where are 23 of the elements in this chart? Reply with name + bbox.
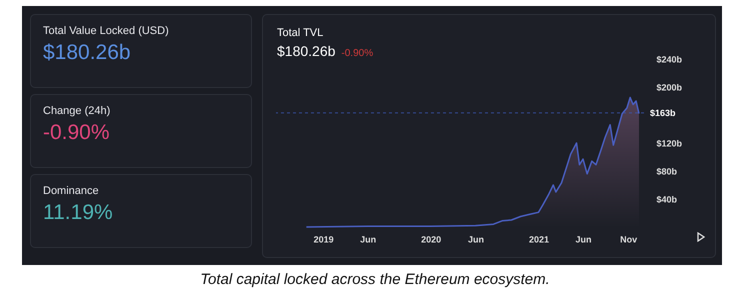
text: $180.26b [43,41,132,65]
x-tick-label: Nov [620,234,638,244]
y-tick-label: $200b [656,82,683,92]
y-tick-label: $240b [656,54,683,64]
text: Total capital locked across the Ethereum ecosystem. [199,271,551,288]
text: -0.90% [43,121,111,145]
chart-title: Total TVL [277,27,324,39]
text: Total Value Locked (USD) [43,25,170,37]
text: -0.90% [341,48,374,59]
chart-subtitle: $180.26b [277,43,336,59]
x-tick-label: Jun [468,234,484,244]
text: 11.19% [43,201,114,225]
y-tick-label: $80b [656,166,678,176]
y-tick-label: $40b [656,194,678,204]
text: Dominance [43,185,100,197]
text: Change (24h) [43,105,112,117]
ref-line-label: $163b [650,108,676,118]
x-tick-label: Jun [576,234,592,244]
x-tick-label: 2020 [421,234,442,244]
x-tick-label: Jun [360,234,376,244]
x-tick-label: 2019 [314,234,334,244]
x-tick-label: 2021 [529,234,550,244]
y-tick-label: $120b [656,138,683,148]
